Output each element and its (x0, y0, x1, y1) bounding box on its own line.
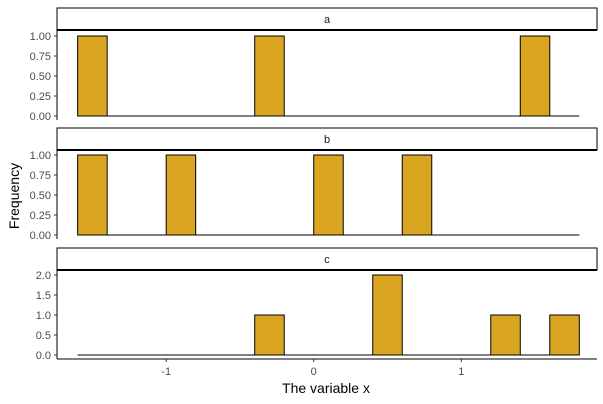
panel-a: a 0.00 0.25 0.50 0.75 1.00 (30, 7, 598, 123)
y-tick-label: 0.50 (30, 190, 51, 202)
histogram-bar (254, 314, 285, 356)
y-tick-label: 0.5 (36, 330, 51, 342)
panel-b: b 0.00 0.25 0.50 0.75 1.00 (30, 127, 598, 242)
y-tick-label: 1.5 (36, 290, 51, 302)
x-axis-title: The variable x (282, 380, 370, 396)
histogram-bar (490, 314, 521, 356)
histogram-bar (165, 154, 197, 236)
histogram-bar (372, 274, 403, 356)
y-tick-label: 2.0 (36, 270, 51, 282)
histogram-bar (549, 314, 580, 356)
x-tick-label: 0 (311, 366, 317, 378)
y-tick-label: 0.25 (30, 210, 51, 222)
histogram-bar (313, 154, 344, 236)
x-tick-label: 1 (458, 366, 464, 378)
y-tick-label: 0.50 (30, 71, 51, 83)
y-tick-label: 1.0 (36, 310, 51, 322)
histogram-bar (254, 35, 285, 117)
y-tick-label: 0.75 (30, 170, 51, 182)
panel-c: c 0.0 0.5 1.0 1.5 2.0 (36, 247, 598, 362)
y-tick-label: 1.00 (30, 31, 51, 43)
histogram-bar (519, 35, 551, 117)
y-tick-label: 0.75 (30, 51, 51, 63)
y-tick-label: 0.00 (30, 230, 51, 242)
y-tick-label: 0.0 (36, 350, 51, 362)
y-tick-label: 1.00 (30, 150, 51, 162)
y-tick-label: 0.25 (30, 91, 51, 103)
histogram-bar (77, 154, 108, 236)
y-tick-label: 0.00 (30, 111, 51, 123)
strip-label: c (324, 254, 330, 266)
x-axis: -1 0 1 (57, 358, 597, 378)
strip-label: b (324, 134, 330, 146)
histogram-bar (401, 154, 433, 236)
x-tick-label: -1 (161, 366, 171, 378)
histogram-bar (77, 35, 108, 117)
strip-label: a (324, 14, 331, 26)
y-axis-title: Frequency (6, 163, 22, 229)
panels-layer: a 0.00 0.25 0.50 0.75 1.00 b 0.00 0.25 0.50 0.75 1.… (30, 7, 598, 362)
